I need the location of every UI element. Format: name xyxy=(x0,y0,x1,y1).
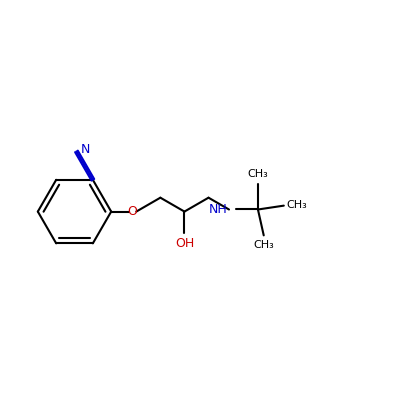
Text: N: N xyxy=(81,143,90,156)
Text: CH₃: CH₃ xyxy=(248,169,268,179)
Text: CH₃: CH₃ xyxy=(253,240,274,250)
Text: NH: NH xyxy=(208,203,227,216)
Text: O: O xyxy=(128,205,137,218)
Text: OH: OH xyxy=(175,237,194,250)
Text: CH₃: CH₃ xyxy=(286,200,307,210)
